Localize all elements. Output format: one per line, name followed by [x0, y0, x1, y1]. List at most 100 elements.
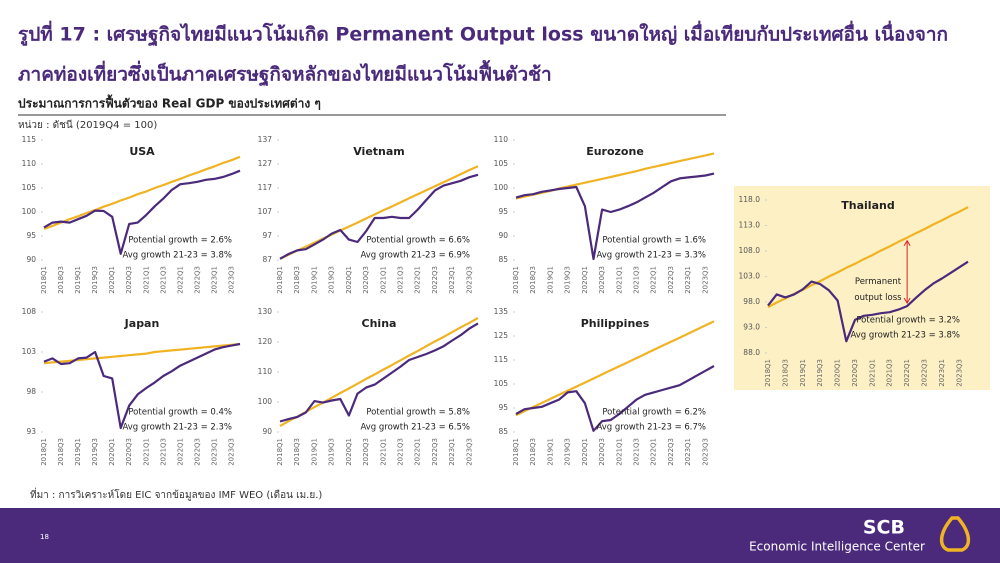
x-tick-label: 2019Q3 — [816, 359, 824, 387]
x-tick-label: 2023Q3 — [227, 438, 235, 466]
unit-label: หน่วย : ดัชนี (2019Q4 = 100) — [18, 119, 157, 131]
x-tick-label: 2021Q1 — [615, 266, 623, 294]
x-tick-label: 2020Q3 — [125, 438, 133, 466]
x-tick-label: 2023Q3 — [701, 266, 709, 294]
x-tick-label: 2023Q1 — [210, 438, 218, 466]
y-tick-label: 135 — [494, 307, 509, 316]
x-tick-label: 2022Q1 — [650, 266, 658, 294]
x-tick-label: 2019Q3 — [91, 438, 99, 466]
y-tick-label: 100 — [494, 183, 509, 192]
y-tick-label: 93.0 — [743, 323, 760, 332]
y-tick-label: 105 — [494, 159, 509, 168]
x-tick-label: 2023Q3 — [701, 438, 709, 466]
annotation: Avg growth 21-23 = 3.8% — [850, 331, 960, 341]
series-line — [767, 260, 969, 343]
chart-title: Japan — [124, 317, 160, 330]
annotation: Avg growth 21-23 = 2.3% — [122, 423, 232, 433]
chart-title: USA — [129, 145, 155, 158]
y-tick-label: 90 — [498, 231, 508, 240]
x-tick-label: 2021Q1 — [142, 438, 150, 466]
y-tick-label: 95 — [498, 207, 508, 216]
annotation: Avg growth 21-23 = 3.8% — [122, 251, 232, 261]
chart-title: Vietnam — [353, 145, 405, 158]
x-tick-label: 2022Q3 — [193, 438, 201, 466]
footer-band — [0, 508, 1000, 563]
y-tick-label: 95 — [26, 231, 36, 240]
x-tick-label: 2020Q3 — [598, 266, 606, 294]
x-tick-label: 2021Q1 — [142, 266, 150, 294]
x-tick-label: 2020Q1 — [581, 438, 589, 466]
x-tick-label: 2020Q3 — [598, 438, 606, 466]
logo-icon — [939, 516, 971, 552]
x-tick-label: 2019Q1 — [74, 266, 82, 294]
logo-name: SCB — [863, 517, 905, 539]
series-line — [515, 172, 715, 261]
x-tick-label: 2019Q3 — [328, 438, 336, 466]
x-tick-label: 2023Q1 — [448, 438, 456, 466]
x-tick-label: 2020Q1 — [345, 266, 353, 294]
y-tick-label: 127 — [258, 159, 273, 168]
y-tick-label: 87 — [262, 255, 272, 264]
logo-tagline: Economic Intelligence Center — [749, 540, 925, 554]
x-tick-label: 2021Q1 — [868, 359, 876, 387]
x-tick-label: 2021Q3 — [886, 359, 894, 387]
x-tick-label: 2021Q3 — [159, 438, 167, 466]
x-tick-label: 2022Q3 — [193, 266, 201, 294]
series-line — [43, 342, 241, 430]
x-tick-label: 2020Q3 — [362, 266, 370, 294]
y-tick-label: 110 — [494, 135, 509, 144]
x-tick-label: 2021Q1 — [615, 438, 623, 466]
y-tick-label: 90 — [26, 255, 36, 264]
annotation: Potential growth = 1.6% — [602, 236, 706, 246]
annotation: Potential growth = 6.6% — [366, 236, 470, 246]
x-tick-label: 2022Q3 — [667, 438, 675, 466]
x-tick-label: 2020Q3 — [125, 266, 133, 294]
x-tick-label: 2020Q1 — [834, 359, 842, 387]
x-tick-label: 2023Q3 — [955, 359, 963, 387]
x-tick-label: 2023Q3 — [465, 266, 473, 294]
x-tick-label: 2018Q3 — [293, 266, 301, 294]
x-tick-label: 2020Q1 — [581, 266, 589, 294]
x-tick-label: 2021Q3 — [397, 438, 405, 466]
x-tick-label: 2019Q3 — [564, 266, 572, 294]
x-tick-label: 2018Q3 — [57, 438, 65, 466]
x-tick-label: 2021Q3 — [633, 438, 641, 466]
x-tick-label: 2021Q3 — [633, 266, 641, 294]
x-tick-label: 2021Q3 — [159, 266, 167, 294]
y-tick-label: 88.0 — [743, 348, 760, 357]
slide-title: รูปที่ 17 : เศรษฐกิจไทยมีแนวโน้มเกิด Per… — [18, 21, 948, 48]
annotation: Avg growth 21-23 = 6.5% — [360, 423, 470, 433]
x-tick-label: 2018Q1 — [764, 359, 772, 387]
chart-title: China — [362, 317, 397, 330]
subtitle: ประมาณการการฟื้นตัวของ Real GDP ของประเท… — [18, 94, 321, 111]
annotation: Potential growth = 3.2% — [856, 316, 960, 326]
y-tick-label: 137 — [258, 135, 273, 144]
x-tick-label: 2018Q1 — [276, 438, 284, 466]
x-tick-label: 2019Q1 — [546, 266, 554, 294]
y-tick-label: 115 — [494, 355, 509, 364]
chart-title: Eurozone — [586, 145, 644, 158]
x-tick-label: 2022Q1 — [176, 266, 184, 294]
x-tick-label: 2019Q1 — [74, 438, 82, 466]
series-line — [279, 173, 479, 260]
x-tick-label: 2020Q1 — [108, 266, 116, 294]
chart-title: Philippines — [581, 317, 650, 330]
arrow-head — [903, 239, 911, 246]
x-tick-label: 2022Q1 — [414, 266, 422, 294]
arrow-head — [903, 297, 911, 305]
x-tick-label: 2019Q1 — [799, 359, 807, 387]
y-tick-label: 100 — [258, 397, 273, 406]
x-tick-label: 2019Q1 — [310, 266, 318, 294]
series-line — [279, 322, 479, 423]
chart-title: Thailand — [841, 199, 894, 212]
x-tick-label: 2019Q1 — [546, 438, 554, 466]
x-tick-label: 2018Q1 — [276, 266, 284, 294]
x-tick-label: 2018Q3 — [781, 359, 789, 387]
series-line — [515, 365, 715, 432]
x-tick-label: 2018Q3 — [293, 438, 301, 466]
highlight-panel — [734, 186, 990, 390]
annotation: Potential growth = 6.2% — [602, 408, 706, 418]
y-tick-label: 107 — [258, 207, 273, 216]
y-tick-label: 85 — [498, 255, 508, 264]
